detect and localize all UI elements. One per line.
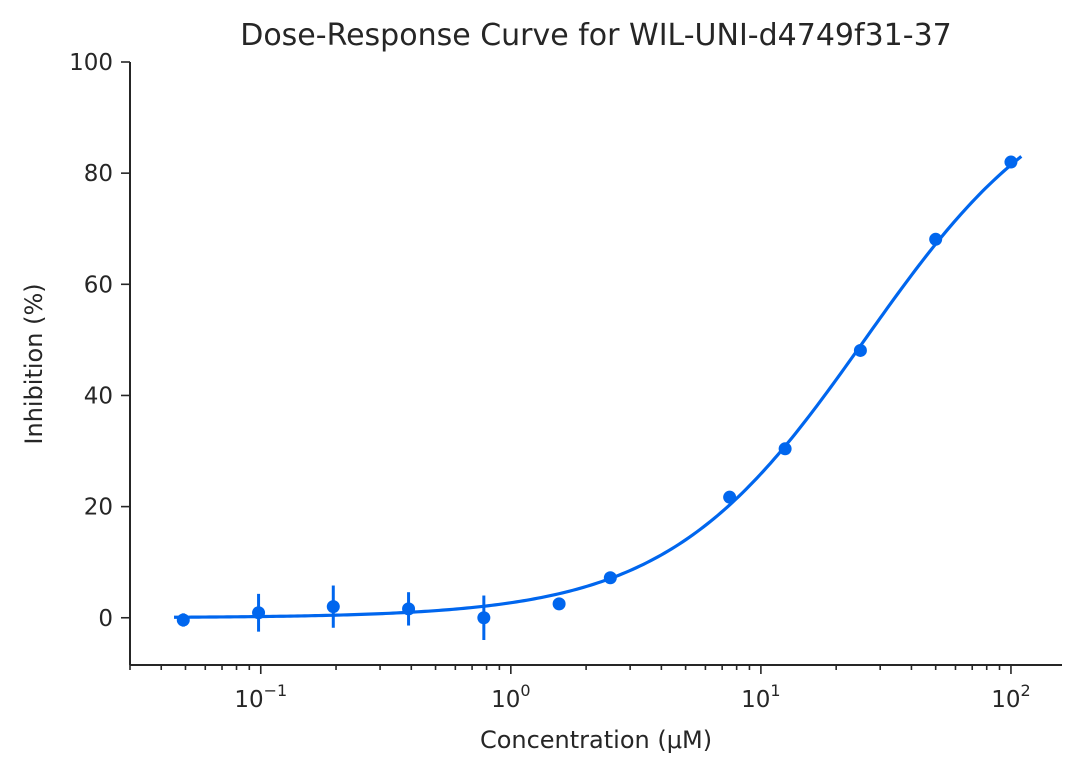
data-point (1004, 155, 1018, 169)
y-axis-ticks: 0 20 40 60 80 100 (69, 50, 130, 632)
data-point (176, 613, 190, 627)
data-point (402, 602, 416, 616)
data-point (723, 490, 737, 504)
data-point (603, 571, 617, 585)
x-tick-exponent: −1 (264, 681, 288, 700)
x-tick-label: 101 (741, 681, 780, 713)
x-tick-label: 102 (991, 681, 1030, 713)
x-axis-label: Concentration (μM) (480, 726, 712, 754)
data-point (326, 600, 340, 614)
y-tick-label: 40 (84, 383, 113, 409)
x-tick-base: 10 (741, 687, 770, 713)
data-point (252, 606, 266, 620)
y-axis-label: Inhibition (%) (20, 283, 48, 444)
chart-title: Dose-Response Curve for WIL-UNI-d4749f31… (240, 18, 952, 53)
x-tick-exponent: 2 (1021, 681, 1031, 700)
x-tick-base: 10 (991, 687, 1020, 713)
x-axis-ticks: 10−1 100 101 102 (129, 665, 1031, 713)
data-point (929, 232, 943, 246)
data-points-layer (176, 155, 1018, 640)
x-tick-label: 100 (491, 681, 530, 713)
y-tick-label: 60 (84, 272, 113, 298)
x-tick-label: 10−1 (234, 681, 287, 713)
x-tick-exponent: 1 (770, 681, 780, 700)
x-tick-base: 10 (234, 687, 263, 713)
data-point (477, 611, 491, 625)
y-tick-label: 100 (69, 50, 113, 76)
y-tick-label: 80 (84, 161, 113, 187)
y-tick-label: 0 (98, 606, 113, 632)
data-point (778, 442, 792, 456)
x-tick-exponent: 0 (520, 681, 530, 700)
data-point (853, 343, 867, 357)
data-point (552, 597, 566, 611)
y-tick-label: 20 (84, 495, 113, 521)
fit-curve-layer (174, 155, 1023, 619)
fit-curve (174, 155, 1023, 619)
x-tick-base: 10 (491, 687, 520, 713)
